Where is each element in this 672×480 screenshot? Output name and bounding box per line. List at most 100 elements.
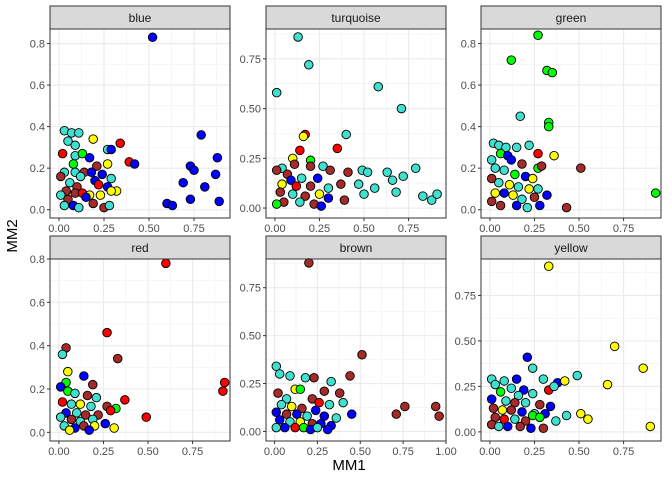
- strip-label: blue: [129, 11, 152, 25]
- panel-border: [265, 28, 447, 219]
- data-point-red: [290, 422, 300, 433]
- data-point-turquoise: [551, 416, 561, 426]
- data-point-turquoise: [323, 183, 334, 193]
- panel-brown: brown 0.00 0.25 0.50 0.75 1.00 0.00 0.25 0.50 0.7…: [240, 235, 457, 458]
- x-tick-label: 0.75: [392, 446, 413, 458]
- y-tick-label: 0.75: [455, 290, 476, 302]
- data-point-turquoise: [561, 410, 572, 421]
- data-point-turquoise: [56, 190, 66, 200]
- data-point-blue: [271, 407, 282, 418]
- data-point-blue: [196, 130, 206, 140]
- data-point-yellow: [106, 186, 116, 196]
- data-point-turquoise: [527, 388, 538, 399]
- data-point-turquoise: [499, 376, 509, 386]
- data-point-red: [115, 138, 125, 148]
- data-point-turquoise: [91, 392, 102, 403]
- data-point-brown: [343, 167, 353, 177]
- data-point-yellow: [602, 379, 613, 390]
- y-tick-label: 0.50: [240, 104, 261, 116]
- data-point-blue: [522, 352, 533, 363]
- data-point-brown: [529, 192, 540, 202]
- data-point-turquoise: [515, 111, 525, 121]
- data-point-red: [291, 181, 302, 191]
- data-point-brown: [56, 171, 66, 182]
- data-point-blue: [79, 371, 89, 381]
- data-point-blue: [535, 200, 545, 211]
- data-point-turquoise: [104, 200, 115, 211]
- data-point-turquoise: [271, 422, 282, 433]
- y-tick-label: 0.0: [30, 427, 45, 439]
- data-point-blue: [214, 196, 224, 207]
- data-point-yellow: [109, 423, 119, 433]
- data-point-brown: [486, 196, 497, 207]
- data-point-turquoise: [86, 401, 96, 412]
- data-point-turquoise: [359, 189, 369, 199]
- data-point-blue: [502, 421, 513, 432]
- x-tick-label: 0.00: [264, 223, 285, 235]
- data-point-turquoise: [75, 171, 86, 182]
- data-point-turquoise: [538, 374, 549, 384]
- data-point-brown: [80, 410, 91, 420]
- data-point-yellow: [277, 179, 287, 189]
- data-point-brown: [486, 173, 497, 184]
- data-point-turquoise: [418, 191, 428, 201]
- data-point-turquoise: [398, 171, 408, 181]
- data-point-turquoise: [387, 175, 398, 185]
- data-point-brown: [82, 390, 93, 401]
- data-point-turquoise: [373, 81, 384, 92]
- x-tick-label: 0.25: [309, 223, 330, 235]
- y-tick-label: 0.75: [240, 54, 261, 66]
- x-tick-label: 0.00: [264, 446, 285, 458]
- x-tick-label: 0.50: [137, 446, 158, 458]
- data-point-yellow: [576, 408, 586, 419]
- data-point-turquoise: [527, 363, 538, 373]
- data-point-green: [295, 384, 306, 395]
- data-point-turquoise: [304, 60, 314, 70]
- y-tick-label: 0.0: [30, 205, 45, 217]
- data-point-turquoise: [490, 379, 501, 390]
- data-point-yellow: [638, 363, 648, 373]
- data-point-brown: [495, 200, 506, 211]
- data-point-yellow: [583, 414, 593, 424]
- data-point-turquoise: [494, 177, 504, 188]
- data-point-turquoise: [66, 399, 77, 409]
- data-point-green: [543, 121, 554, 132]
- data-point-red: [120, 395, 130, 405]
- x-tick-label: 0.75: [182, 446, 203, 458]
- data-point-turquoise: [549, 381, 559, 392]
- x-tick-label: 0.50: [350, 446, 371, 458]
- x-tick-label: 0.25: [524, 223, 545, 235]
- data-point-turquoise: [74, 202, 84, 213]
- x-tick-label: 0.75: [613, 446, 634, 458]
- data-point-turquoise: [432, 189, 442, 199]
- data-point-brown: [400, 401, 410, 412]
- data-point-blue: [178, 177, 188, 188]
- y-tick-label: 0.2: [30, 384, 45, 396]
- data-point-brown: [88, 198, 98, 209]
- data-point-turquoise: [74, 128, 84, 138]
- y-tick-label: 0.0: [461, 205, 476, 217]
- data-point-brown: [391, 409, 402, 419]
- y-tick-label: 0.6: [461, 80, 476, 92]
- data-point-turquoise: [486, 155, 497, 165]
- data-point-turquoise: [302, 411, 312, 421]
- panel-blue: blue 0.00 0.25 0.50 0.75 0.0 0.2 0.4 0.6 0.8: [30, 5, 231, 235]
- data-point-blue: [511, 200, 522, 211]
- data-point-turquoise: [524, 140, 534, 151]
- data-point-blue: [147, 32, 158, 43]
- data-point-turquoise: [410, 163, 421, 174]
- x-axis-title: MM1: [332, 457, 365, 474]
- data-point-turquoise: [318, 161, 328, 172]
- data-point-blue: [185, 194, 196, 205]
- y-tick-label: 0.8: [30, 39, 45, 51]
- data-point-blue: [346, 409, 357, 419]
- data-point-turquoise: [287, 189, 298, 199]
- data-point-red: [102, 327, 112, 338]
- data-point-turquoise: [300, 373, 311, 383]
- data-point-turquoise: [293, 32, 303, 42]
- data-point-turquoise: [396, 103, 407, 114]
- data-point-brown: [357, 350, 367, 360]
- data-point-brown: [271, 165, 282, 176]
- data-point-turquoise: [501, 396, 511, 406]
- data-point-blue: [511, 374, 522, 384]
